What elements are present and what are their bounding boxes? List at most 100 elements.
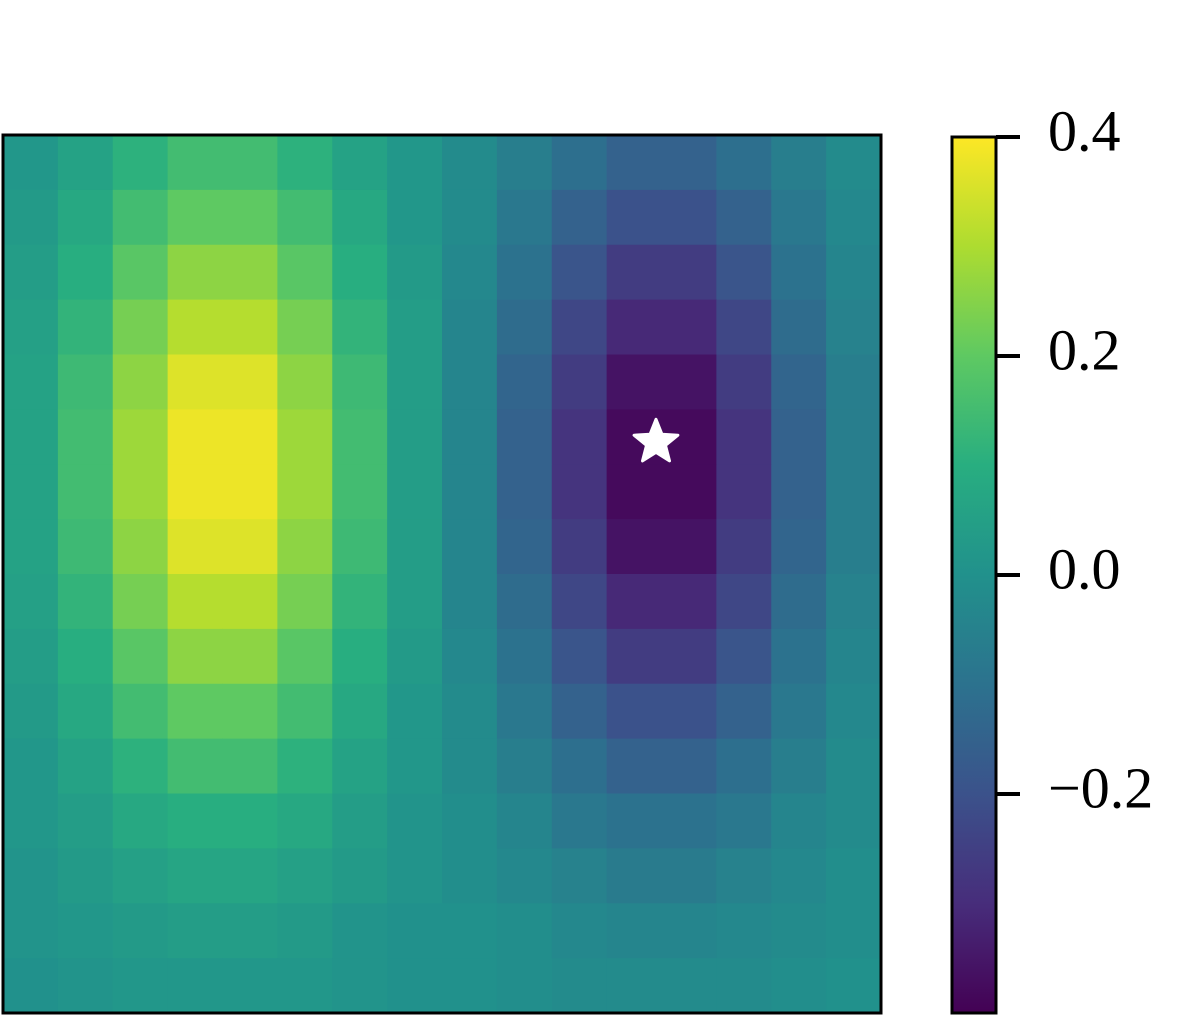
heatmap-cell (551, 135, 608, 191)
heatmap-cell (3, 189, 59, 246)
heatmap-cell (826, 683, 882, 740)
heatmap-cell (496, 574, 553, 630)
heatmap-cell (606, 299, 662, 355)
heatmap-cell (442, 683, 498, 740)
heatmap-cell (496, 903, 553, 959)
heatmap-cell (826, 464, 882, 520)
heatmap-cell (167, 189, 223, 246)
heatmap-cell (387, 903, 443, 959)
heatmap-cell (442, 793, 498, 849)
heatmap-cell (826, 738, 882, 794)
heatmap-cell (661, 574, 717, 630)
heatmap-cell (387, 299, 443, 355)
heatmap-cell (442, 244, 498, 301)
heatmap-cell (277, 135, 333, 191)
heatmap-cell (112, 848, 169, 904)
heatmap-cell (3, 628, 59, 685)
heatmap-cell (277, 574, 333, 630)
heatmap-cell (606, 464, 662, 520)
heatmap-cell (826, 354, 882, 410)
heatmap-cell (771, 135, 827, 191)
heatmap-cell (57, 793, 114, 849)
heatmap-cell (277, 189, 333, 246)
heatmap-cell (57, 189, 114, 246)
heatmap-cell (112, 189, 169, 246)
heatmap-cell (606, 958, 662, 1014)
heatmap-cell (332, 848, 388, 904)
heatmap-cell (387, 354, 443, 410)
heatmap-cell (277, 464, 333, 520)
heatmap-cell (387, 135, 443, 191)
heatmap-cell (826, 574, 882, 630)
heatmap-cell (606, 848, 662, 904)
heatmap-cell (716, 519, 772, 575)
heatmap-cell (496, 519, 553, 575)
heatmap-cell (277, 354, 333, 410)
heatmap-cell (496, 135, 553, 191)
heatmap-cell (167, 574, 223, 630)
heatmap-cell (57, 354, 114, 410)
heatmap-cell (551, 738, 608, 794)
heatmap-cell (112, 683, 169, 740)
heatmap-cell (57, 683, 114, 740)
heatmap-cell (167, 738, 223, 794)
heatmap-cell (771, 244, 827, 301)
heatmap-cell (716, 135, 772, 191)
heatmap-cell (661, 464, 717, 520)
heatmap-cell (496, 738, 553, 794)
heatmap-cell (826, 903, 882, 959)
heatmap-cell (496, 958, 553, 1014)
heatmap-cell (3, 464, 59, 520)
heatmap-cell (277, 848, 333, 904)
heatmap-cell (57, 903, 114, 959)
heatmap-cell (332, 409, 388, 465)
heatmap-cell (332, 519, 388, 575)
heatmap-cell (442, 628, 498, 685)
heatmap-cell (57, 519, 114, 575)
heatmap-cell (3, 958, 59, 1014)
heatmap-cell (771, 519, 827, 575)
heatmap-cell (112, 464, 169, 520)
heatmap-cell (112, 793, 169, 849)
heatmap-cell (496, 244, 553, 301)
heatmap-cell (277, 409, 333, 465)
heatmap-cell (57, 299, 114, 355)
heatmap-cell (496, 793, 553, 849)
heatmap-cell (57, 135, 114, 191)
colorbar-tick-label: 0.2 (1048, 317, 1121, 382)
heatmap-cell (222, 244, 278, 301)
heatmap-cell (387, 189, 443, 246)
heatmap-cell (661, 903, 717, 959)
heatmap-cell (112, 135, 169, 191)
heatmap-cell (3, 519, 59, 575)
heatmap-cell (551, 958, 608, 1014)
heatmap-cell (3, 793, 59, 849)
heatmap-cell (771, 848, 827, 904)
heatmap-cell (716, 299, 772, 355)
heatmap-cell (551, 628, 608, 685)
heatmap-cell (826, 299, 882, 355)
heatmap-cell (112, 628, 169, 685)
heatmap-cell (387, 793, 443, 849)
heatmap-cell (332, 189, 388, 246)
heatmap-cell (387, 409, 443, 465)
heatmap-cell (112, 244, 169, 301)
heatmap-cell (57, 409, 114, 465)
heatmap-cell (167, 409, 223, 465)
heatmap-cell (771, 903, 827, 959)
heatmap-cell (442, 409, 498, 465)
heatmap-cell (661, 244, 717, 301)
heatmap-cell (277, 628, 333, 685)
heatmap-cell (661, 519, 717, 575)
heatmap-cell (112, 958, 169, 1014)
heatmap-cell (3, 244, 59, 301)
heatmap-cell (771, 354, 827, 410)
heatmap-cell (771, 409, 827, 465)
heatmap-cell (222, 683, 278, 740)
heatmap-cell (3, 135, 59, 191)
heatmap-cell (661, 683, 717, 740)
heatmap-cell (826, 793, 882, 849)
heatmap-cell (551, 848, 608, 904)
colorbar (950, 135, 998, 1015)
